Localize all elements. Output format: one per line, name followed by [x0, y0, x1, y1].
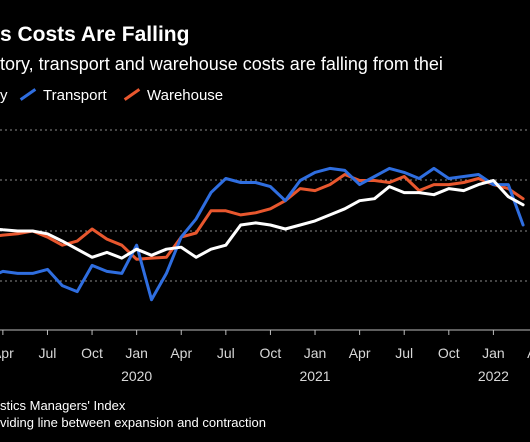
source-note: stics Managers' Index: [0, 398, 126, 413]
legend-label-warehouse: Warehouse: [147, 87, 224, 105]
x-tick-label-0: Apr: [0, 345, 14, 361]
footnote-note: viding line between expansion and contra…: [0, 415, 266, 430]
x-year-label-0: 2020: [121, 368, 152, 384]
legend-label-transport: Transport: [43, 87, 107, 105]
series-line-inventory: [0, 179, 525, 260]
x-tick-label-3: Jan: [125, 345, 148, 361]
x-tick-label-8: Apr: [349, 345, 371, 361]
chart-subtitle: tory, transport and warehouse costs are …: [0, 54, 443, 74]
series-line-transport: [0, 166, 525, 302]
series-line-warehouse: [0, 173, 525, 261]
x-tick-label-11: Jan: [482, 345, 505, 361]
x-tick-label-2: Oct: [81, 345, 103, 361]
x-tick-label-10: Oct: [438, 345, 460, 361]
x-tick-label-6: Oct: [260, 345, 282, 361]
x-year-label-2: 2022: [478, 368, 509, 384]
x-tick-label-5: Jul: [217, 345, 235, 361]
x-tick-label-4: Apr: [170, 345, 192, 361]
legend-label-inventory: y: [0, 87, 8, 105]
chart-title: s Costs Are Falling: [0, 23, 190, 46]
legend-item-inventory[interactable]: y: [0, 86, 8, 106]
x-tick-label-1: Jul: [39, 345, 57, 361]
legend-item-warehouse[interactable]: Warehouse: [123, 86, 223, 106]
x-year-label-1: 2021: [299, 368, 330, 384]
x-tick-label-7: Jan: [304, 345, 327, 361]
x-tick-label-9: Jul: [395, 345, 413, 361]
legend-item-transport[interactable]: Transport: [19, 86, 107, 106]
x-tick-label-12: Apr: [527, 345, 530, 361]
